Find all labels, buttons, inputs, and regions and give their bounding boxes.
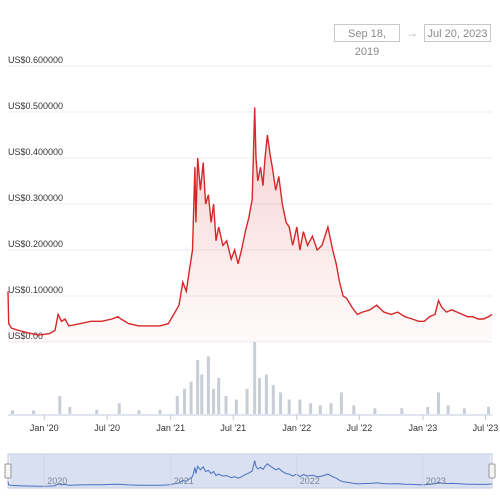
volume-bar <box>58 396 62 414</box>
y-tick-label: US$0.200000 <box>8 239 63 249</box>
volume-bars <box>10 342 491 414</box>
y-tick-label: US$0.400000 <box>8 147 63 157</box>
volume-bar <box>200 374 204 414</box>
volume-bar <box>189 381 193 414</box>
volume-bar <box>253 342 257 414</box>
volume-bar <box>217 378 221 414</box>
volume-bar <box>258 378 262 414</box>
volume-bar <box>271 385 275 414</box>
x-tick-label: Jul '21 <box>220 423 246 433</box>
volume-bar <box>68 406 72 414</box>
navigator-handle-left[interactable] <box>4 463 12 479</box>
navigator-handle-right[interactable] <box>488 463 496 479</box>
y-tick-label: US$0.100000 <box>8 285 63 295</box>
volume-bar <box>279 392 283 414</box>
volume-bar <box>426 406 430 414</box>
volume-bar <box>400 408 404 414</box>
volume-bar <box>137 410 141 414</box>
volume-bar <box>183 388 187 414</box>
volume-bar <box>196 360 200 414</box>
volume-bar <box>446 405 450 414</box>
arrow-right-icon: → <box>406 26 418 40</box>
volume-bar <box>339 392 343 414</box>
volume-bar <box>117 403 121 414</box>
volume-bar <box>212 388 216 414</box>
price-area <box>8 107 492 343</box>
navigator-year-label: 2022 <box>300 476 320 486</box>
navigator-year-label: 2023 <box>426 476 446 486</box>
y-tick-label: US$0.300000 <box>8 193 63 203</box>
navigator-line <box>7 460 493 487</box>
y-axis-labels: US$0.600000 US$0.500000 US$0.400000 US$0.30… <box>8 55 63 341</box>
volume-bar <box>329 403 333 414</box>
x-tick-label: Jul '23 <box>473 423 499 433</box>
volume-bar <box>318 405 322 414</box>
navigator-year-labels: 2020 2021 2022 2023 <box>43 454 446 488</box>
date-from-input[interactable]: Sep 18, 2019 <box>334 24 400 58</box>
date-to-input[interactable]: Jul 20, 2023 <box>424 24 491 42</box>
navigator[interactable]: 2020 2021 2022 2023 <box>4 453 496 489</box>
volume-bar <box>224 396 228 414</box>
volume-bar <box>287 399 291 414</box>
navigator-year-label: 2020 <box>47 476 67 486</box>
volume-bar <box>436 392 440 414</box>
volume-bar <box>264 374 268 414</box>
volume-bar <box>462 408 466 414</box>
x-tick-label: Jul '20 <box>94 423 120 433</box>
volume-bar <box>352 405 356 414</box>
volume-bar <box>298 399 302 414</box>
volume-bar <box>95 409 99 414</box>
navigator-selection[interactable] <box>10 454 490 488</box>
x-tick-label: Jan '20 <box>30 423 59 433</box>
volume-bar <box>487 406 491 414</box>
volume-bar <box>245 388 249 414</box>
volume-bar <box>234 399 238 414</box>
volume-bar <box>206 356 210 414</box>
price-line <box>7 107 493 336</box>
navigator-year-label: 2021 <box>174 476 194 486</box>
x-tick-label: Jul '22 <box>346 423 372 433</box>
x-tick-label: Jan '23 <box>409 423 438 433</box>
volume-bar <box>175 396 179 414</box>
volume-bar <box>158 409 162 414</box>
volume-bar <box>10 410 14 414</box>
volume-bar <box>309 403 313 414</box>
volume-bar <box>32 410 36 414</box>
x-axis-labels: Jan '20 Jul '20 Jan '21 Jul '21 Jan '22 Jul '… <box>30 415 498 433</box>
x-tick-label: Jan '22 <box>282 423 311 433</box>
y-tick-label: US$0.600000 <box>8 55 63 65</box>
volume-bar <box>373 408 377 414</box>
y-tick-label: US$0.500000 <box>8 101 63 111</box>
x-tick-label: Jan '21 <box>156 423 185 433</box>
